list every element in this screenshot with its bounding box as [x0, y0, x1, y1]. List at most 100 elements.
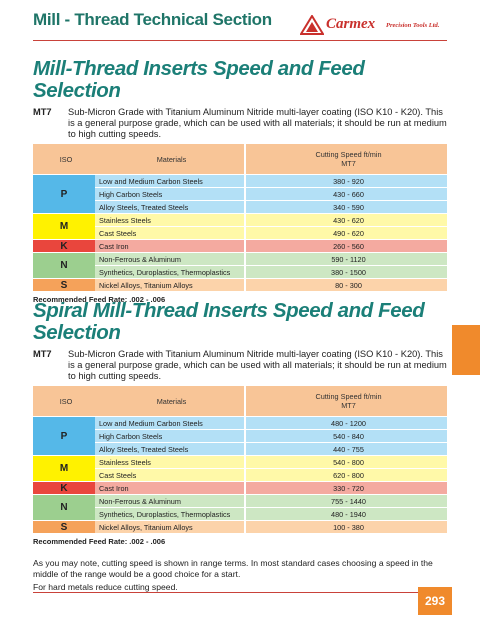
table-row: N Non-Ferrous & Aluminum 755 - 1440 [33, 494, 447, 521]
iso-code: M [33, 455, 95, 482]
material: Non-Ferrous & Aluminum [95, 252, 245, 266]
iso-code: N [33, 494, 95, 521]
cutting-speed: 430 - 620 [244, 213, 447, 227]
column-header: Cutting Speed ft/min MT7 [244, 144, 447, 175]
material: Alloy Steels, Treated Steels [95, 442, 245, 456]
logo-tagline: Precision Tools Ltd. [386, 22, 440, 29]
section: Spiral Mill-Thread Inserts Speed and Fee… [33, 300, 447, 546]
header-row: ISO Materials Cutting Speed ft/min MT7 [33, 386, 447, 417]
cutting-speed: 620 - 800 [244, 468, 447, 482]
material: Stainless Steels [95, 213, 245, 227]
table-row: Cast Steels 620 - 800 [33, 468, 447, 482]
material: Nickel Alloys, Titanium Alloys [95, 278, 245, 292]
side-tab [452, 325, 480, 375]
note: For hard metals reduce cutting speed. [33, 582, 178, 592]
cutting-speed: 540 - 840 [244, 429, 447, 443]
iso-code: P [33, 174, 95, 214]
material: High Carbon Steels [95, 187, 245, 201]
footer-rule [33, 592, 418, 593]
description: Sub-Micron Grade with Titanium Aluminum … [68, 349, 447, 381]
grade: MT7 [33, 107, 52, 117]
logo-name: Carmex [326, 16, 376, 32]
table-row: N Non-Ferrous & Aluminum 590 - 1120 [33, 252, 447, 279]
speed-table: ISO Materials Cutting Speed ft/min MT7 P Low … [33, 386, 447, 534]
iso-code: N [33, 252, 95, 279]
section-title: Mill-Thread Inserts Speed and Feed Selec… [33, 57, 365, 102]
cutting-speed: 440 - 755 [244, 442, 447, 456]
iso-code: M [33, 213, 95, 240]
header-rule [33, 40, 447, 41]
material: Cast Steels [95, 468, 245, 482]
iso-code: P [33, 416, 95, 456]
logo-icon [300, 15, 324, 35]
cutting-speed: 480 - 1200 [244, 416, 447, 430]
column-header-line: MT7 [341, 401, 356, 410]
cutting-speed: 490 - 620 [244, 226, 447, 240]
table-row: P Low and Medium Carbon Steels 480 - 1200 [33, 416, 447, 456]
material: Nickel Alloys, Titanium Alloys [95, 520, 245, 534]
iso-code: S [33, 520, 95, 534]
material: High Carbon Steels [95, 429, 245, 443]
column-header: ISO [33, 386, 95, 417]
section: Mill-Thread Inserts Speed and Feed Selec… [33, 58, 447, 304]
header-title: Mill - Thread Technical Section [33, 10, 272, 29]
description: Sub-Micron Grade with Titanium Aluminum … [68, 107, 447, 139]
cutting-speed: 380 - 1500 [244, 265, 447, 279]
material: Alloy Steels, Treated Steels [95, 200, 245, 214]
material: Non-Ferrous & Aluminum [95, 494, 245, 508]
column-header-line: Cutting Speed ft/min [315, 150, 382, 159]
iso-code: K [33, 239, 95, 253]
column-header: Materials [95, 144, 245, 175]
logo: Carmex Precision Tools Ltd. [300, 15, 450, 37]
table-row: Synthetics, Duroplastics, Thermoplastics… [33, 265, 447, 279]
feed-rate: Recommended Feed Rate: .002 - .006 [33, 537, 166, 546]
cutting-speed: 340 - 590 [244, 200, 447, 214]
material: Cast Steels [95, 226, 245, 240]
table-row: S Nickel Alloys, Titanium Alloys 100 - 380 [33, 520, 447, 534]
feed-rate: Recommended Feed Rate: .002 - .006 [33, 295, 166, 304]
table-row: M Stainless Steels 540 - 800 [33, 455, 447, 482]
table-row: M Stainless Steels 430 - 620 [33, 213, 447, 240]
cutting-speed: 480 - 1940 [244, 507, 447, 521]
material: Cast Iron [95, 481, 245, 495]
table-row: S Nickel Alloys, Titanium Alloys 80 - 300 [33, 278, 447, 292]
table-row: High Carbon Steels 540 - 840 [33, 429, 447, 443]
note: As you may note, cutting speed is shown … [33, 558, 433, 579]
table-row: Alloy Steels, Treated Steels 340 - 590 [33, 200, 447, 214]
cutting-speed: 80 - 300 [244, 278, 447, 292]
page-number: 293 [418, 587, 452, 615]
header-row: ISO Materials Cutting Speed ft/min MT7 [33, 144, 447, 175]
grade-description: MT7 Sub-Micron Grade with Titanium Alumin… [33, 349, 447, 382]
notes: As you may note, cutting speed is shown … [33, 558, 447, 595]
speed-table: ISO Materials Cutting Speed ft/min MT7 P Low … [33, 144, 447, 292]
table-row: P Low and Medium Carbon Steels 380 - 920 [33, 174, 447, 214]
table-row: Cast Steels 490 - 620 [33, 226, 447, 240]
cutting-speed: 540 - 800 [244, 455, 447, 469]
material: Cast Iron [95, 239, 245, 253]
column-header-line: Cutting Speed ft/min [315, 392, 382, 401]
material: Low and Medium Carbon Steels [95, 174, 245, 188]
cutting-speed: 100 - 380 [244, 520, 447, 534]
column-header: Materials [95, 386, 245, 417]
cutting-speed: 330 - 720 [244, 481, 447, 495]
table-row: High Carbon Steels 430 - 660 [33, 187, 447, 201]
iso-code: K [33, 481, 95, 495]
cutting-speed: 590 - 1120 [244, 252, 447, 266]
material: Synthetics, Duroplastics, Thermoplastics [95, 507, 245, 521]
table-row: Synthetics, Duroplastics, Thermoplastics… [33, 507, 447, 521]
grade: MT7 [33, 349, 52, 359]
iso-code: S [33, 278, 95, 292]
table-row: K Cast Iron 330 - 720 [33, 481, 447, 495]
cutting-speed: 430 - 660 [244, 187, 447, 201]
column-header: Cutting Speed ft/min MT7 [244, 386, 447, 417]
material: Synthetics, Duroplastics, Thermoplastics [95, 265, 245, 279]
grade-description: MT7 Sub-Micron Grade with Titanium Alumin… [33, 107, 447, 140]
cutting-speed: 260 - 560 [244, 239, 447, 253]
table-row: K Cast Iron 260 - 560 [33, 239, 447, 253]
cutting-speed: 380 - 920 [244, 174, 447, 188]
material: Low and Medium Carbon Steels [95, 416, 245, 430]
table-row: Alloy Steels, Treated Steels 440 - 755 [33, 442, 447, 456]
section-title: Spiral Mill-Thread Inserts Speed and Fee… [33, 299, 425, 344]
column-header: ISO [33, 144, 95, 175]
